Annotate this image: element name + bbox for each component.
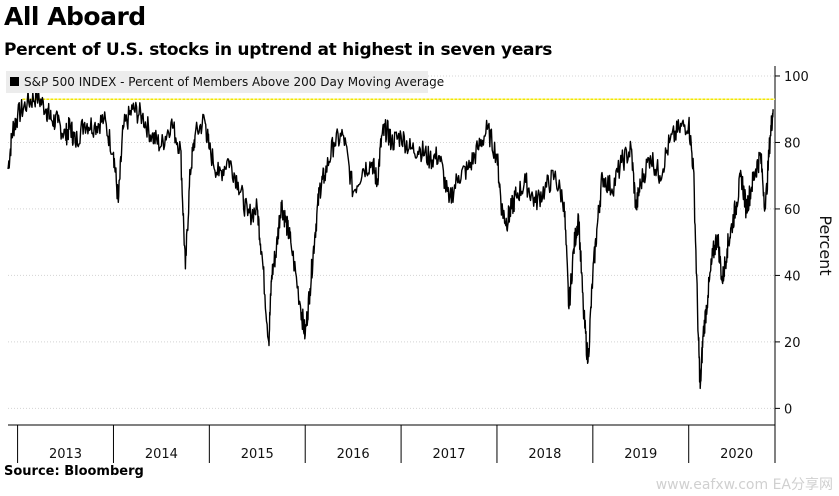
legend: S&P 500 INDEX - Percent of Members Above… [6, 71, 444, 93]
y-tick-label: 40 [784, 269, 801, 284]
source-note: Source: Bloomberg [4, 464, 144, 479]
y-tick-label: 0 [784, 402, 792, 417]
y-tick-label: 80 [784, 136, 801, 151]
x-tick-label: 2013 [49, 447, 82, 462]
chart-title: All Aboard [4, 2, 146, 31]
x-tick-label: 2014 [145, 447, 178, 462]
watermark: www.eafxw.com EA分享网 [655, 477, 833, 493]
legend-background [6, 71, 428, 93]
legend-swatch [10, 77, 19, 86]
x-tick-label: 2016 [337, 447, 370, 462]
y-tick-label: 60 [784, 203, 801, 218]
y-tick-label: 100 [784, 70, 809, 85]
grid-lines [8, 75, 775, 409]
x-tick-label: 2017 [432, 447, 465, 462]
y-axis-label: Percent [816, 215, 835, 275]
y-tick-label: 20 [784, 336, 801, 351]
x-tick-label: 2019 [624, 447, 657, 462]
y-axis: 0 20 40 60 80 100 [774, 66, 809, 425]
x-tick-label: 2018 [528, 447, 561, 462]
x-tick-label: 2020 [720, 447, 753, 462]
x-axis: 2013 2014 2015 2016 2017 2018 2019 2020 [8, 424, 776, 463]
series-line [7, 85, 774, 390]
chart-subtitle: Percent of U.S. stocks in uptrend at hig… [4, 40, 553, 60]
legend-label: S&P 500 INDEX - Percent of Members Above… [24, 75, 444, 89]
x-tick-label: 2015 [241, 447, 274, 462]
